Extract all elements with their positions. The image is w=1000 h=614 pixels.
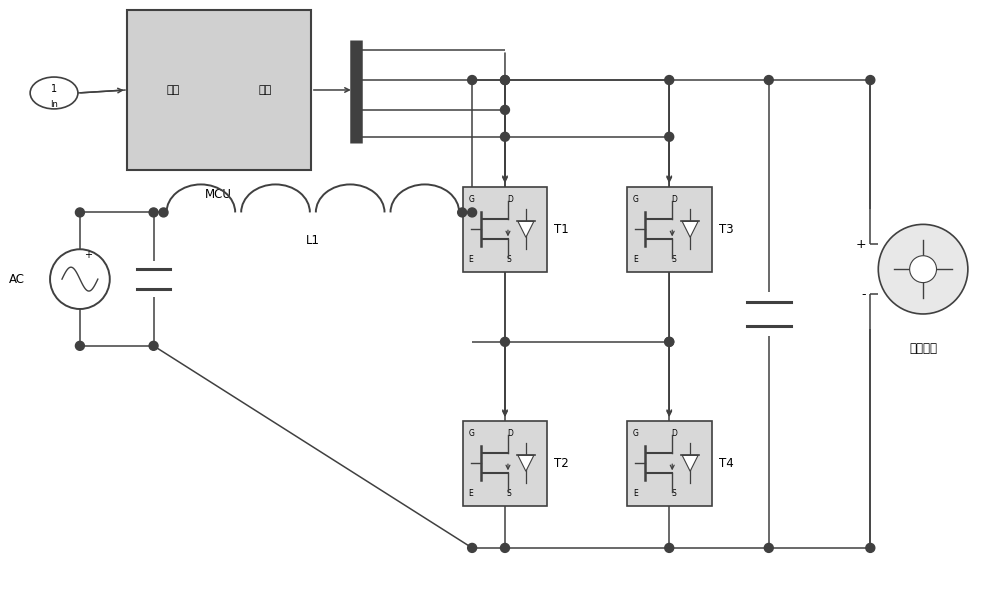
FancyBboxPatch shape [463,421,547,505]
Text: In: In [50,101,58,109]
Circle shape [665,76,674,85]
Circle shape [458,208,467,217]
Text: +: + [856,238,866,251]
Text: T4: T4 [719,457,733,470]
Text: S: S [507,489,512,497]
Circle shape [500,76,509,85]
Text: S: S [507,255,512,263]
Polygon shape [518,456,534,472]
Text: E: E [633,255,638,263]
Circle shape [764,76,773,85]
FancyBboxPatch shape [627,421,712,505]
Circle shape [159,208,168,217]
Circle shape [665,132,674,141]
Text: D: D [507,429,513,438]
Text: T3: T3 [719,223,733,236]
Text: D: D [671,429,677,438]
Circle shape [866,76,875,85]
Text: L1: L1 [306,235,320,247]
Text: 1: 1 [51,84,57,94]
Ellipse shape [30,77,78,109]
Text: E: E [633,489,638,497]
FancyBboxPatch shape [463,187,547,271]
Polygon shape [682,456,698,472]
Circle shape [665,337,674,346]
Circle shape [50,249,110,309]
Text: E: E [469,489,473,497]
Circle shape [878,224,968,314]
Text: D: D [507,195,513,204]
Circle shape [149,341,158,351]
FancyBboxPatch shape [127,10,311,169]
Circle shape [468,76,477,85]
FancyBboxPatch shape [627,187,712,271]
Text: +: + [84,251,92,260]
Circle shape [75,341,84,351]
Circle shape [500,543,509,553]
Polygon shape [518,222,534,238]
Circle shape [665,543,674,553]
Text: AC: AC [9,273,25,286]
Text: MCU: MCU [205,187,232,201]
Circle shape [500,132,509,141]
Circle shape [500,337,509,346]
Text: 动力电池: 动力电池 [909,342,937,355]
Text: E: E [469,255,473,263]
Text: T1: T1 [554,223,569,236]
Text: G: G [469,195,475,204]
Text: 驱动: 驱动 [258,85,271,95]
Text: T2: T2 [554,457,569,470]
Text: S: S [671,255,676,263]
Circle shape [468,543,477,553]
Polygon shape [682,222,698,238]
Circle shape [75,208,84,217]
Text: 采样: 采样 [166,85,179,95]
Circle shape [866,543,875,553]
Circle shape [665,337,674,346]
Circle shape [149,208,158,217]
Circle shape [500,106,509,114]
Circle shape [910,256,937,282]
Text: -: - [862,287,866,301]
Text: D: D [671,195,677,204]
Circle shape [468,208,477,217]
Circle shape [764,543,773,553]
Text: G: G [469,429,475,438]
Text: G: G [633,429,639,438]
Circle shape [500,76,509,85]
Text: G: G [633,195,639,204]
Text: S: S [671,489,676,497]
